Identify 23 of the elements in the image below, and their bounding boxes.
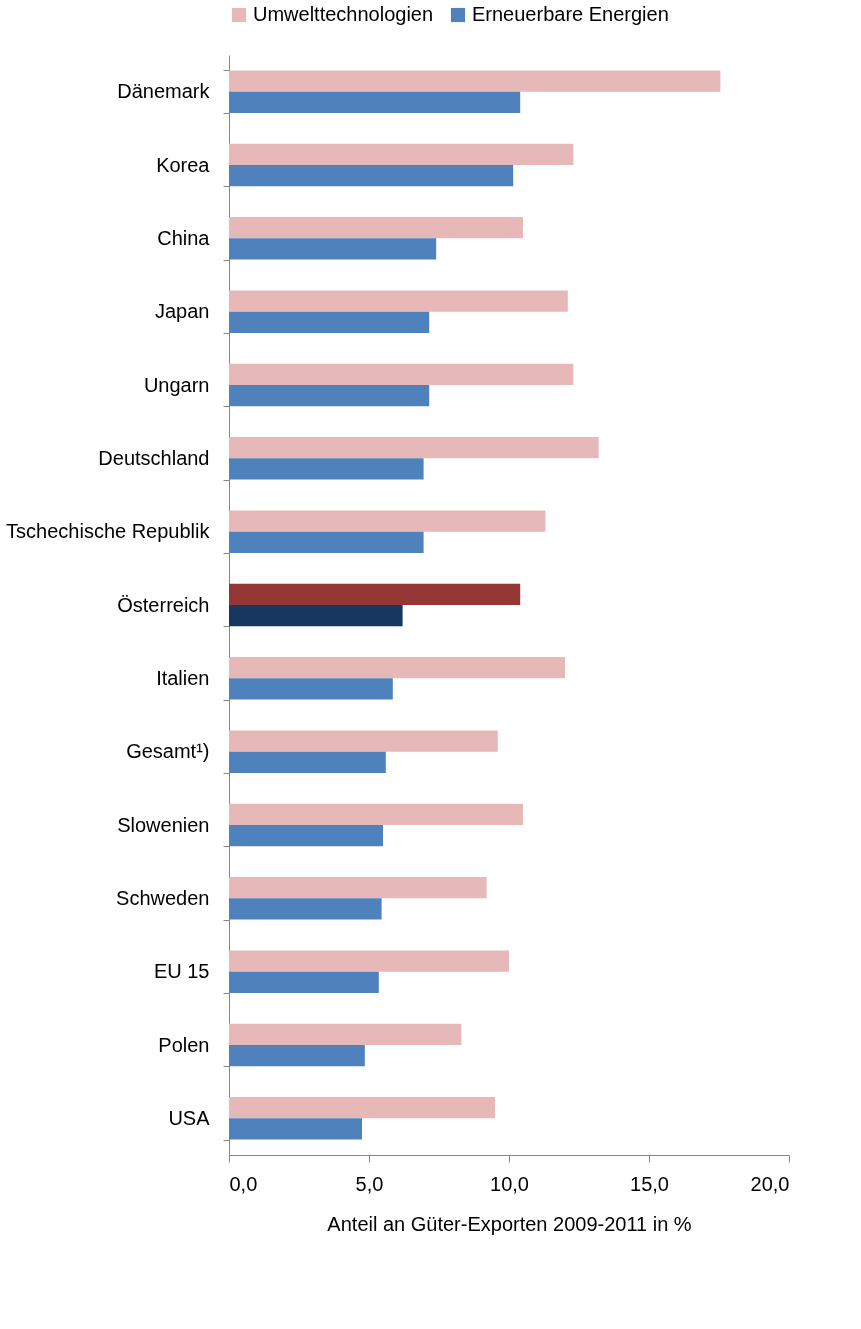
y-tick-label: China (157, 226, 211, 249)
y-tick-label: Deutschland (98, 446, 210, 469)
y-tick-label: Italien (156, 666, 210, 689)
x-tick-label: 10,0 (490, 1172, 529, 1195)
y-tick-label: Ungarn (143, 373, 210, 396)
x-tick-label: 5,0 (355, 1172, 384, 1195)
y-tick-label: EU 15 (153, 960, 210, 983)
y-tick-label: USA (168, 1106, 211, 1129)
y-tick-label: Slowenien (117, 813, 210, 836)
x-tick-label: 20,0 (750, 1172, 790, 1195)
y-tick-label: Dänemark (117, 80, 211, 103)
y-tick-label: Korea (156, 153, 211, 176)
legend-label: Erneuerbare Energien (472, 3, 669, 25)
y-tick-label: Japan (155, 300, 210, 323)
x-tick-label: 15,0 (630, 1172, 669, 1195)
y-tick-label: Schweden (116, 886, 210, 909)
legend-label: Umwelttechnologien (253, 3, 434, 25)
x-axis-title: Anteil an Güter-Exporten 2009-2011 in % (327, 1212, 692, 1235)
y-tick-label: Gesamt¹) (126, 740, 210, 763)
y-tick-label: Österreich (117, 593, 210, 616)
x-tick-label: 0,0 (229, 1172, 258, 1195)
y-tick-label: Tschechische Republik (6, 520, 211, 543)
y-tick-label: Polen (158, 1033, 210, 1056)
